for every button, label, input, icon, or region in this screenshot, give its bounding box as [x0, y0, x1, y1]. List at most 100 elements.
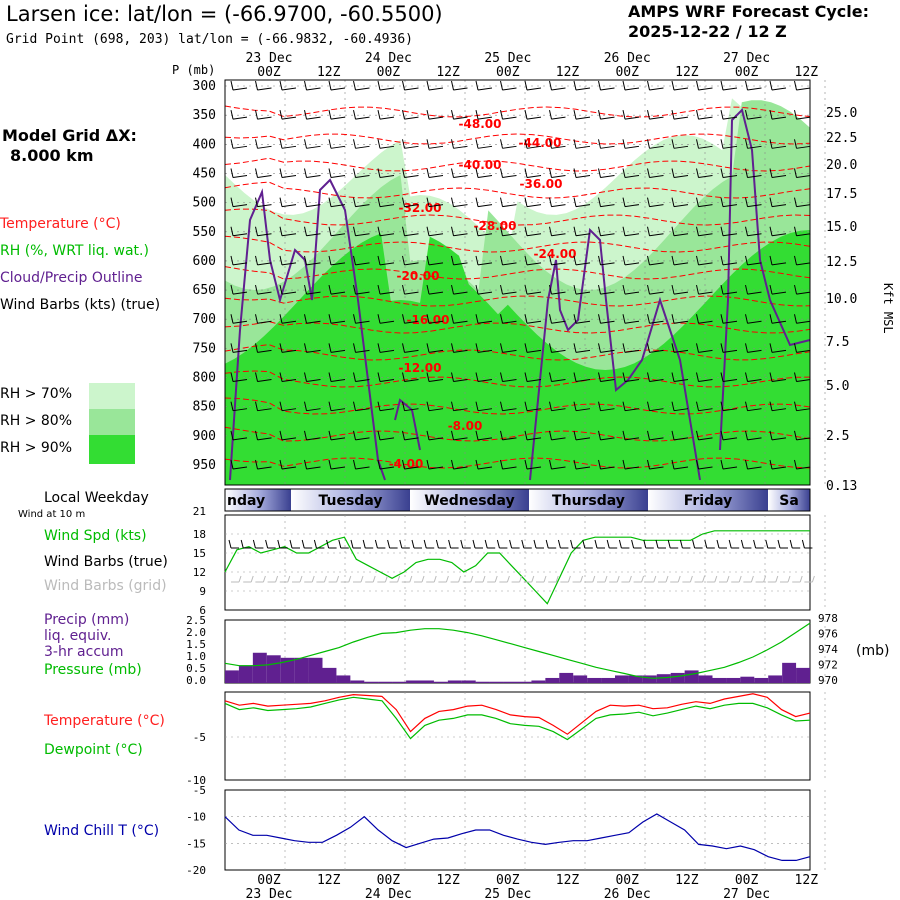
top-date-label: 27 Dec [723, 51, 770, 66]
grid-wind-barb [316, 575, 327, 583]
grid-wind-barb [292, 575, 303, 583]
profile-wind-barb [353, 139, 370, 149]
profile-wind-barb [671, 139, 689, 149]
wind-tick-label: 9 [199, 585, 206, 598]
bottom-date-label: 27 Dec [723, 887, 770, 900]
rh90-region [225, 230, 810, 485]
rh80-swatch [89, 409, 135, 435]
temperature-contour-label: -28.00 [474, 219, 517, 233]
profile-wind-barb [549, 226, 566, 237]
grid-wind-barb [353, 575, 364, 583]
profile-wind-barb [377, 314, 395, 324]
profile-wind-barb [500, 139, 517, 149]
true-wind-barb [728, 539, 740, 549]
temperature-contour [224, 181, 811, 199]
height-tick-label: 5.0 [826, 379, 849, 394]
weekday-band [225, 489, 291, 511]
precip-tick-label: 1.5 [186, 638, 206, 651]
profile-wind-barb [769, 459, 787, 470]
profile-wind-barb [794, 343, 811, 353]
true-wind-barb [228, 539, 239, 549]
profile-wind-barb [696, 284, 713, 295]
precip-bar [628, 675, 643, 683]
profile-wind-barb [622, 110, 640, 120]
profile-wind-barb [720, 255, 738, 266]
temperature-contour [224, 133, 811, 145]
profile-wind-barb [622, 459, 640, 470]
profile-wind-barb [745, 255, 762, 266]
grid-wind-barb [706, 575, 718, 583]
precip-bar [615, 675, 629, 683]
temperature-contour [224, 397, 811, 415]
precip-tick-label: 0.0 [186, 674, 206, 687]
temperature-contour [224, 266, 811, 280]
profile-wind-barb [794, 197, 811, 208]
profile-wind-barb [500, 80, 517, 91]
profile-wind-barb [230, 110, 248, 120]
true-wind-barb [509, 539, 520, 549]
profile-wind-barb [696, 139, 713, 149]
profile-wind-barb [230, 284, 248, 295]
profile-wind-barb [647, 372, 664, 383]
profile-wind-barb [720, 314, 738, 324]
profile-wind-barb [279, 459, 297, 470]
profile-wind-barb [598, 401, 615, 412]
top-date-label: 25 Dec [484, 51, 531, 66]
temperature-contour-label: -20.00 [397, 269, 440, 283]
profile-wind-barb [475, 110, 493, 120]
profile-wind-barb [255, 401, 272, 412]
precip-bar [517, 681, 532, 683]
profile-wind-barb [671, 314, 689, 324]
profile-wind-barb [622, 343, 640, 353]
precip-bar [447, 680, 462, 683]
height-tick-label: 15.0 [826, 220, 857, 235]
pressure-unit: (mb) [856, 643, 890, 659]
profile-wind-barb [475, 459, 493, 470]
profile-wind-barb [377, 459, 395, 470]
profile-wind-barb [255, 168, 272, 178]
profile-wind-barb [769, 226, 787, 237]
precip-bar [294, 657, 309, 683]
top-hour-label: 00Z [735, 65, 759, 80]
profile-wind-barb [647, 314, 664, 324]
height-tick-label: 25.0 [826, 106, 857, 121]
profile-wind-barb [524, 372, 542, 383]
profile-wind-barb [475, 372, 493, 383]
profile-wind-barb [426, 459, 444, 470]
grid-wind-barb [487, 575, 498, 583]
profile-wind-barb [377, 197, 395, 208]
profile-wind-barb [794, 284, 811, 295]
profile-wind-barb [500, 430, 517, 441]
profile-wind-barb [279, 284, 297, 295]
pressure-tick-label: 600 [193, 254, 216, 269]
true-wind-barb [801, 539, 813, 549]
bottom-hour-label: 12Z [436, 873, 460, 888]
profile-wind-barb [769, 139, 787, 149]
temp-tick-label: -5 [193, 731, 206, 744]
profile-wind-barb [598, 430, 615, 441]
pressure-tick-label: 300 [193, 79, 216, 94]
grid-wind-barb [475, 575, 486, 583]
true-wind-barb [692, 539, 703, 549]
precip-bar [670, 672, 685, 683]
precip-bar [461, 680, 476, 683]
precip-bar [754, 677, 769, 683]
profile-wind-barb [524, 197, 542, 208]
precip-bar [796, 667, 810, 683]
grid-wind-barb [755, 575, 767, 583]
profile-wind-barb [524, 139, 542, 149]
profile-wind-barb [696, 110, 713, 120]
pressure-tick-label: 800 [193, 371, 216, 386]
true-wind-barb [423, 539, 435, 549]
precip-bar [656, 674, 671, 683]
grid-wind-barb [633, 575, 645, 583]
profile-wind-barb [549, 80, 566, 91]
precip-bar [573, 675, 588, 683]
height-tick-label: 17.5 [826, 187, 857, 202]
profile-wind-barb [475, 255, 493, 266]
bottom-date-label: 23 Dec [246, 887, 293, 900]
grid-wind-barb [377, 575, 388, 583]
profile-wind-barb [622, 255, 640, 266]
top-hour-label: 00Z [615, 65, 639, 80]
true-wind-barb [460, 539, 471, 549]
